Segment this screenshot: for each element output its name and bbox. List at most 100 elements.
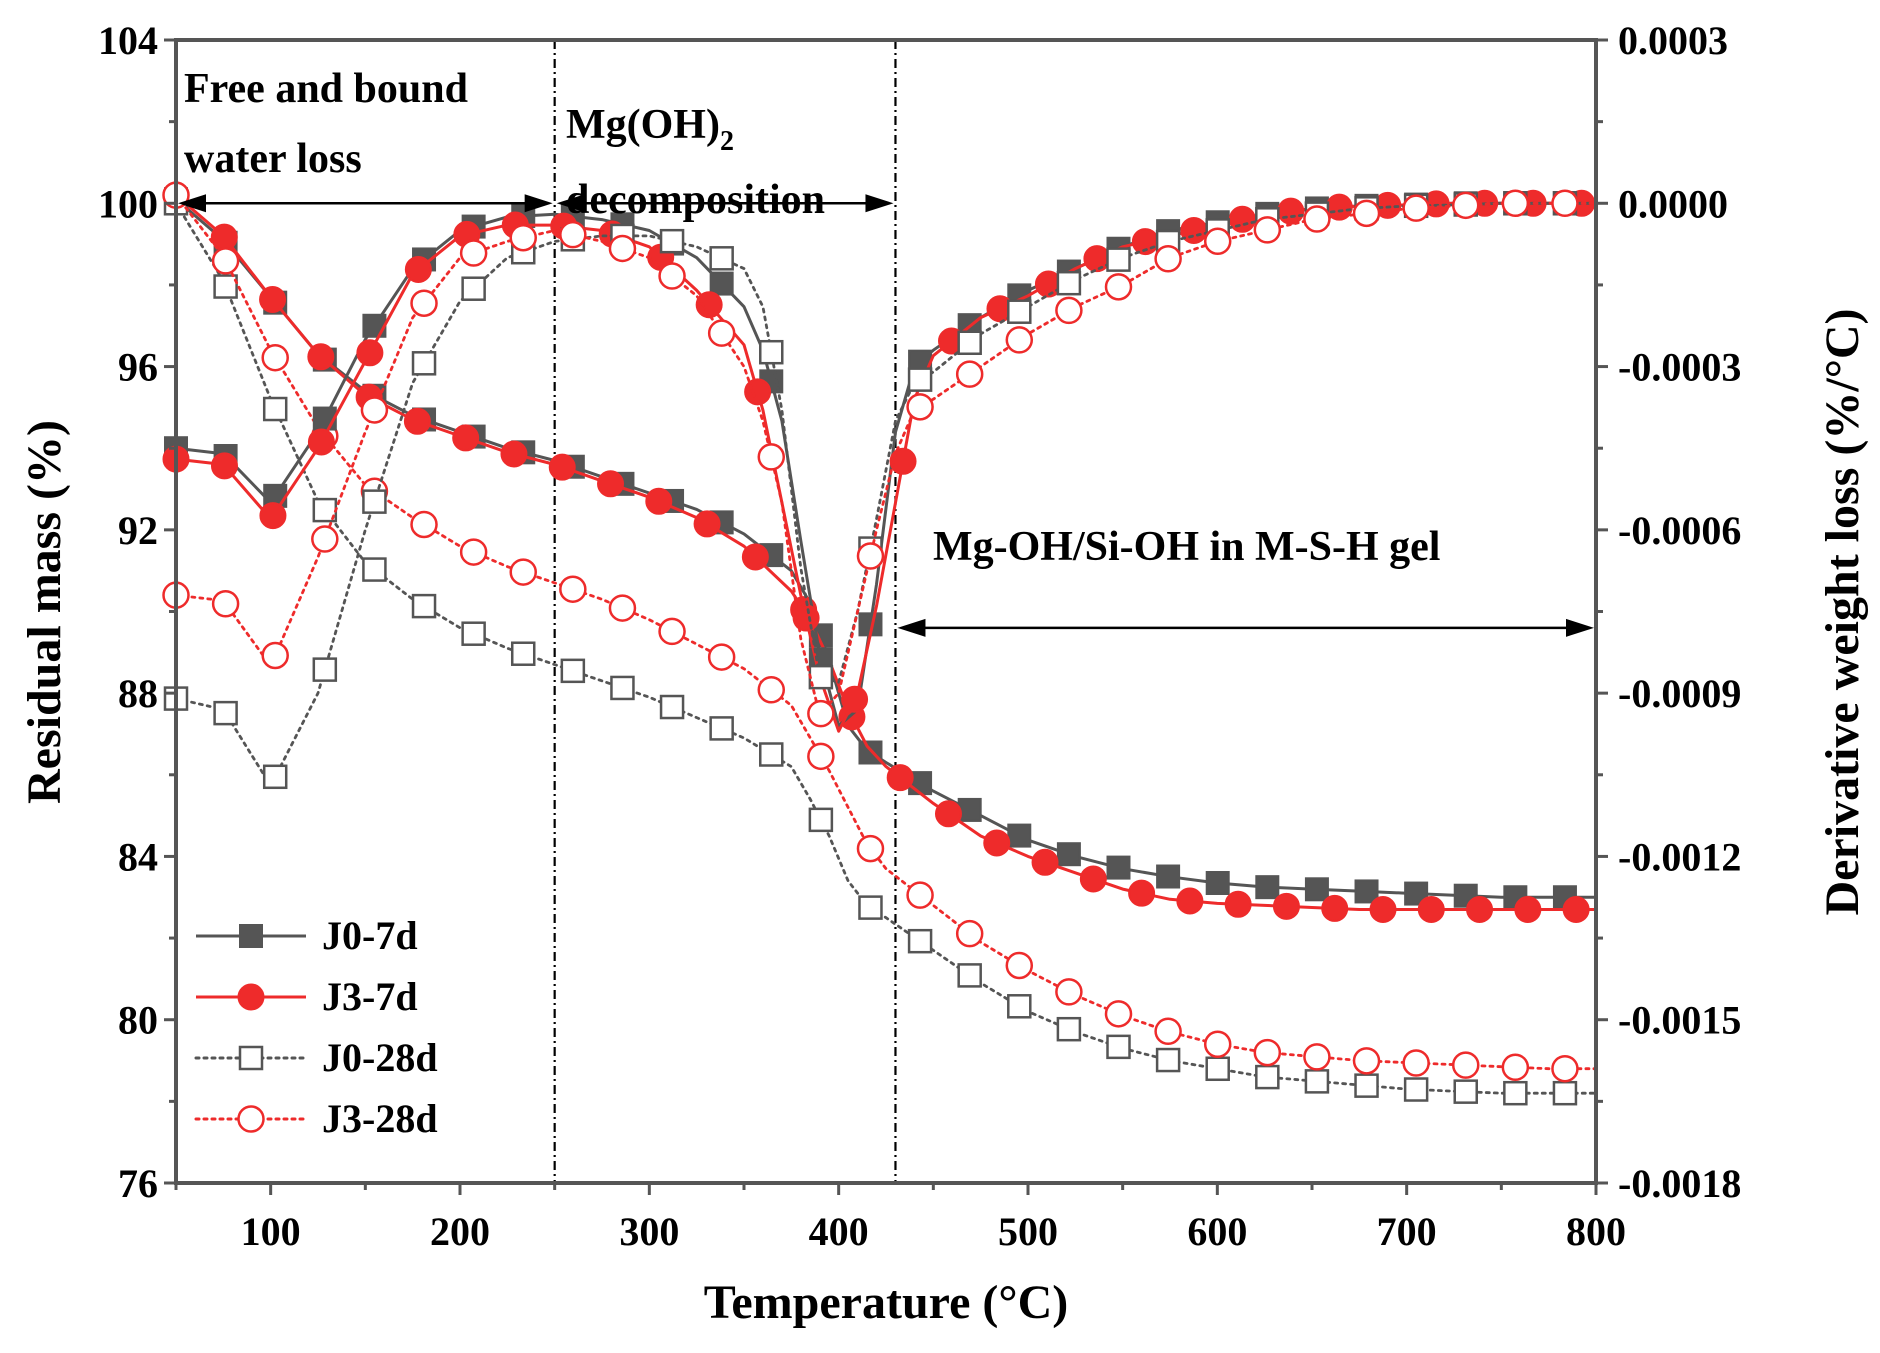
data-point — [410, 510, 438, 539]
data-point — [1106, 1034, 1131, 1060]
data-point — [957, 963, 982, 988]
data-point — [695, 291, 723, 319]
data-point — [707, 319, 736, 347]
data-point — [608, 234, 637, 263]
data-point — [889, 447, 917, 475]
annotation-arrow-head-right — [1566, 618, 1594, 637]
y-right-axis-title: Derivative weight loss (%/°C) — [1816, 308, 1869, 915]
data-point — [261, 343, 289, 372]
annotation-mgoh-subscript: 2 — [720, 126, 734, 157]
data-point — [1304, 1069, 1330, 1094]
data-point — [858, 895, 883, 920]
data-point — [459, 239, 488, 267]
y-left-tick-label: 88 — [118, 671, 158, 716]
data-point — [261, 641, 289, 670]
data-point — [1106, 855, 1131, 880]
data-point — [741, 543, 769, 571]
data-point — [510, 641, 536, 666]
data-point — [312, 657, 338, 682]
series-layer — [162, 181, 1598, 1106]
data-point — [1253, 216, 1282, 244]
data-point — [461, 276, 486, 301]
data-point — [1255, 1064, 1280, 1090]
data-point — [213, 700, 238, 726]
x-axis-title: Temperature (°C) — [704, 1276, 1068, 1329]
data-point — [1031, 848, 1059, 876]
data-point — [1228, 205, 1256, 233]
data-point — [1402, 194, 1430, 222]
annotation-mgoh-main: Mg(OH) — [566, 102, 720, 148]
data-point — [1417, 895, 1445, 923]
data-point — [808, 807, 834, 833]
y-right-tick-label: -0.0018 — [1618, 1161, 1741, 1206]
data-point — [907, 928, 933, 954]
data-point — [707, 643, 736, 671]
legend-marker-j3-28d — [237, 1105, 265, 1133]
data-point — [1007, 994, 1032, 1019]
data-point — [1451, 191, 1480, 220]
annotation-arrow-head-left — [556, 194, 585, 213]
y-right-tick-label: 0.0000 — [1618, 181, 1728, 226]
data-point — [1255, 875, 1280, 900]
data-point — [1056, 842, 1081, 867]
y-right-tick-label: -0.0012 — [1618, 834, 1741, 879]
data-point — [1106, 247, 1131, 272]
data-point — [709, 271, 734, 296]
annotation-arrow-head-right — [865, 194, 894, 213]
data-point — [259, 285, 287, 313]
data-point — [1203, 227, 1232, 256]
data-point — [1224, 890, 1252, 918]
x-tick-label: 600 — [1187, 1209, 1247, 1254]
data-point — [362, 489, 387, 514]
data-point — [210, 452, 238, 480]
data-point — [759, 339, 784, 365]
data-point — [709, 716, 734, 741]
x-tick-label: 500 — [998, 1209, 1058, 1254]
y-left-tick-label: 104 — [98, 18, 158, 63]
data-point — [841, 685, 869, 713]
data-point — [509, 558, 537, 586]
data-point — [1303, 205, 1331, 233]
data-point — [1352, 199, 1381, 228]
data-point — [1154, 245, 1182, 273]
data-point — [1354, 879, 1379, 904]
data-point — [1552, 1080, 1578, 1106]
data-point — [1005, 326, 1034, 354]
data-point — [1277, 197, 1305, 225]
y-right-tick-label: 0.0003 — [1618, 18, 1728, 63]
data-point — [744, 378, 772, 406]
data-point — [560, 658, 586, 684]
legend: J0-7d J3-7d J0-28d J3-28d — [194, 913, 438, 1141]
data-point — [645, 487, 673, 515]
annotation-mgoh-line2: decomposition — [566, 177, 825, 223]
data-point — [211, 589, 240, 618]
annotation-arrows — [178, 194, 1594, 637]
data-point — [1354, 1073, 1379, 1098]
x-tick-label: 300 — [619, 1209, 679, 1254]
x-tick-label: 100 — [241, 1209, 301, 1254]
data-point — [1154, 1017, 1182, 1046]
data-point — [757, 676, 786, 704]
data-point — [1501, 189, 1530, 218]
data-point — [1551, 1054, 1579, 1083]
y-left-tick-label: 96 — [118, 345, 158, 390]
data-point — [807, 742, 835, 771]
data-point — [262, 396, 288, 422]
data-point — [1104, 1000, 1133, 1028]
y-left-tick-label: 92 — [118, 508, 158, 553]
series-line — [174, 193, 1598, 1071]
data-point — [411, 593, 437, 619]
legend-symbols — [194, 924, 308, 1133]
x-tick-label: 200 — [430, 1209, 490, 1254]
annotation-arrow-head-right — [524, 194, 553, 213]
data-point — [757, 443, 786, 471]
data-point — [1083, 245, 1111, 273]
data-point — [1007, 823, 1032, 848]
data-point — [548, 453, 576, 481]
series-line — [175, 198, 1596, 899]
y-right-tick-label: -0.0015 — [1618, 998, 1741, 1043]
data-point — [792, 604, 820, 632]
annotation-msh: Mg-OH/Si-OH in M-S-H gel — [933, 524, 1440, 570]
data-point — [1321, 894, 1349, 922]
